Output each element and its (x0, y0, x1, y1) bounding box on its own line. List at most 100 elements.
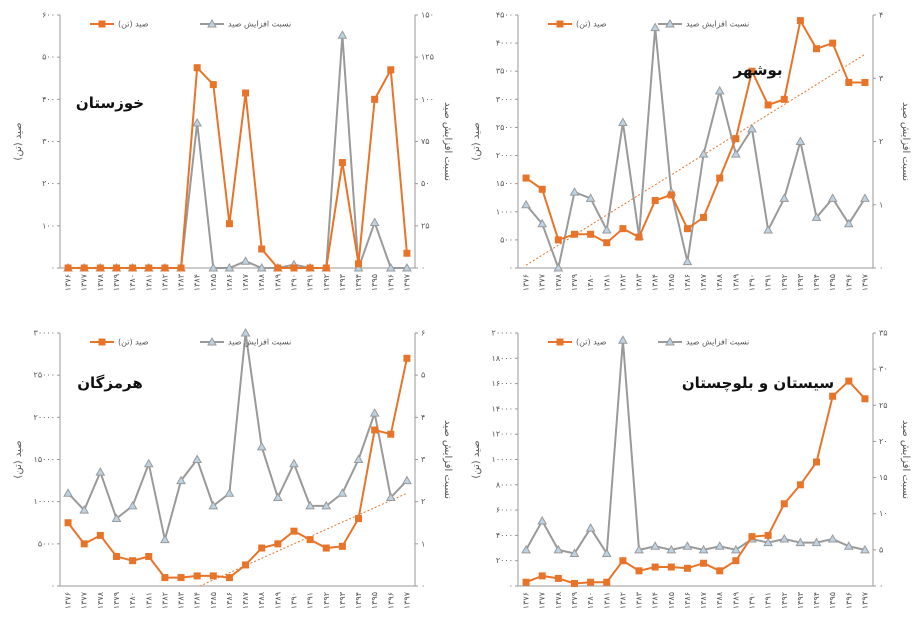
x-tick-label: ۱۳۸۴ (193, 274, 202, 291)
point (145, 264, 153, 272)
point (811, 212, 822, 221)
x-tick-label: ۱۳۹۰ (747, 274, 756, 291)
point (403, 249, 411, 257)
chart-panel: ۰ ۱۰۰ ۲۰۰ ۳۰۰ ۴۰۰ ۵۰۰ ۶۰۰ ۰ ۲۵ ۵۰ ۷۵ ۱۰۰ ۱۲۵ ۱۵۰ ۱۳۷۶ ۱… (13, 11, 453, 292)
point (634, 544, 644, 554)
point (796, 17, 804, 25)
y2-tick-label: ۲ (879, 137, 883, 146)
y2-tick-label: ۲۵ (879, 401, 888, 410)
x-tick-label: ۱۳۸۹ (731, 592, 740, 609)
y2-tick-label: ۳۵ (879, 329, 888, 338)
y2-axis-label: نسبت افزایش صید (442, 102, 453, 181)
legend-label: صید (تن) (118, 338, 149, 347)
point (258, 544, 266, 552)
point (764, 531, 772, 539)
x-tick-label: ۱۳۹۱ (306, 274, 315, 291)
point (321, 500, 332, 510)
trend-line (525, 53, 866, 266)
point (385, 492, 396, 501)
point (209, 81, 217, 89)
y-tick-label: ۱۵۰۰ (496, 179, 513, 188)
y-tick-label: ۰ (51, 264, 55, 273)
y-axis-label: صید (تن) (13, 122, 24, 160)
point (64, 519, 72, 527)
point (242, 561, 250, 569)
point (585, 193, 596, 202)
point (207, 336, 217, 346)
point (537, 515, 548, 525)
x-tick-label: ۱۳۹۵ (370, 592, 379, 609)
x-tick-label: ۱۳۸۳ (635, 273, 644, 291)
y-tick-label: ۵۰۰ (500, 235, 513, 244)
point (537, 218, 548, 228)
y2-tick-label: ۲ (421, 497, 425, 506)
x-tick-label: ۱۳۸۹ (731, 274, 740, 291)
y-tick-label: ۶۰۰ (42, 11, 55, 20)
y-tick-label: ۲۵۰۰ (496, 123, 513, 132)
point (98, 338, 106, 346)
x-tick-label: ۱۳۸۷ (699, 591, 708, 609)
x-tick-label: ۱۳۹۵ (370, 274, 379, 291)
y2-tick-label: ۰ (421, 582, 425, 591)
y2-axis-label: نسبت افزایش صید (900, 420, 911, 499)
point (813, 458, 821, 466)
y-tick-label: ۱۰۰ (42, 221, 55, 230)
x-tick-label: ۱۳۷۷ (80, 591, 89, 609)
point (160, 534, 170, 544)
point (556, 20, 564, 28)
x-tick-label: ۱۳۸۲ (618, 274, 627, 291)
y2-tick-label: ۳۰ (879, 365, 888, 374)
x-tick-label: ۱۳۸۱ (144, 592, 153, 609)
point (290, 527, 298, 535)
point (553, 262, 564, 272)
x-tick-label: ۱۳۷۸ (554, 591, 563, 609)
x-tick-label: ۱۳۸۵ (667, 274, 676, 291)
point (112, 552, 120, 560)
x-tick-label: ۱۳۹۳ (796, 273, 805, 291)
point (843, 218, 854, 228)
y-tick-label: ۴۰۰۰ (496, 39, 513, 48)
y2-tick-label: ۱۵ (879, 473, 888, 482)
point (635, 233, 643, 241)
point (80, 264, 88, 272)
x-tick-label: ۱۳۸۱ (602, 592, 611, 609)
x-tick-label: ۱۳۸۶ (683, 592, 692, 609)
y2-tick-label: ۴ (879, 11, 883, 20)
x-tick-label: ۱۳۹۶ (844, 274, 853, 291)
x-tick-label: ۱۳۹۲ (780, 274, 789, 291)
point (730, 149, 741, 158)
y-tick-label: ۲۰۰۰ (496, 556, 513, 565)
point (827, 193, 838, 202)
y-tick-label: ۵۰۰ (42, 53, 55, 62)
point (811, 537, 822, 547)
x-tick-label: ۱۳۸۶ (225, 274, 234, 291)
point (208, 262, 219, 272)
point (716, 174, 724, 182)
y2-tick-label: ۳ (421, 455, 426, 464)
x-tick-label: ۱۳۸۱ (144, 274, 153, 291)
y-tick-label: ۴۵۰۰ (496, 11, 513, 20)
y-tick-label: ۱۰۰۰۰ (492, 455, 513, 464)
point (747, 123, 757, 133)
y2-tick-label: ۶ (421, 329, 425, 338)
point (861, 78, 869, 86)
legend-label: نسبت افزایش صید (228, 338, 291, 347)
x-tick-label: ۱۳۸۸ (715, 273, 724, 291)
x-tick-label: ۱۳۹۶ (386, 592, 395, 609)
y2-tick-label: ۱۰۰ (421, 95, 434, 104)
x-tick-label: ۱۳۹۴ (354, 274, 363, 291)
point (635, 567, 643, 575)
x-tick-label: ۱۳۸۵ (209, 592, 218, 609)
legend-label: نسبت افزایش صید (228, 20, 291, 29)
point (522, 578, 530, 586)
point (714, 85, 725, 95)
x-tick-label: ۱۳۸۰ (128, 274, 137, 291)
x-tick-label: ۱۳۸۶ (683, 274, 692, 291)
x-tick-label: ۱۳۸۲ (618, 592, 627, 609)
x-tick-label: ۱۳۸۷ (241, 273, 250, 291)
point (538, 572, 546, 580)
point (289, 458, 299, 468)
point (780, 95, 788, 103)
point (700, 213, 708, 221)
point (355, 515, 363, 523)
